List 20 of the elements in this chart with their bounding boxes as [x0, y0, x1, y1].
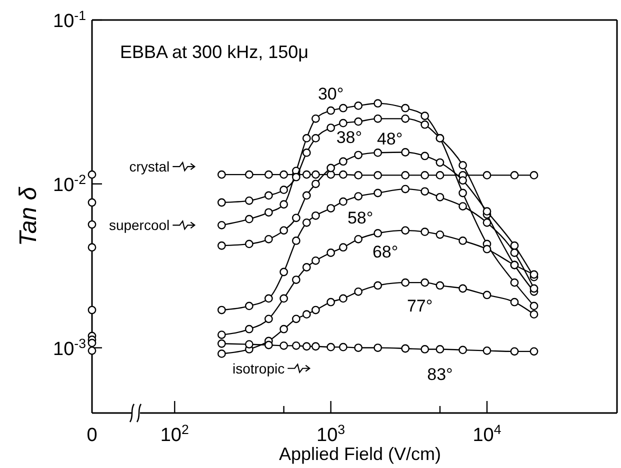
x-tick-label: 10$^{3}$ [316, 422, 346, 446]
series-label: 48° [376, 130, 403, 149]
x-tick-label: 10$^{4}$ [472, 422, 502, 446]
text: EBBA at 300 kHz, 150μ [120, 42, 308, 62]
series-label: 30° [318, 84, 344, 104]
series-label: 58° [347, 208, 374, 228]
series-label: 83° [427, 365, 453, 384]
x-axis-title: Applied Field (V/cm) [278, 444, 442, 464]
y-tick-label: 10$^{-3}$ [53, 335, 86, 360]
annotation: isotropic [232, 360, 285, 376]
x-tick-label: 10$^{2}$ [160, 422, 189, 446]
series-label: 77° [406, 296, 433, 316]
annotation: supercool [108, 217, 170, 234]
series-label: 38° [336, 128, 362, 148]
legend-label: crystal [129, 158, 170, 175]
series-label: 68° [372, 242, 398, 262]
x-tick-label: 0 [86, 425, 98, 446]
y-tick-label: 10$^{-1}$ [53, 8, 86, 32]
y-tick-label: 10$^{-2}$ [53, 171, 86, 196]
y-axis-title: Tan δ [15, 186, 42, 246]
